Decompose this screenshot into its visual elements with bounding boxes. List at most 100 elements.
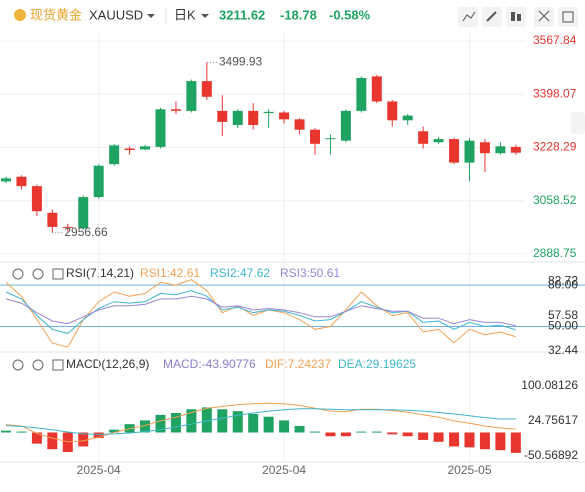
y-tick-label: 80.00 [548,277,578,291]
indicator-title: RSI(7,14,21) [66,266,134,280]
legend-entry: MACD:-43.90776 [163,357,256,371]
tool-button[interactable] [534,7,554,27]
macd-bar [495,432,506,451]
y-tick-label: 3058.52 [533,193,577,207]
x-tick-label: 2025-05 [447,463,491,477]
indicator-title: MACD(12,26,9) [66,357,149,371]
macd-bar [109,429,120,433]
tool-button[interactable] [506,7,526,27]
candle-body [263,111,274,114]
candle-body [140,146,151,150]
tool-icon [511,12,515,21]
tool-button[interactable] [558,7,578,27]
x-tick-label: 2025-04 [77,463,121,477]
eye-icon[interactable] [12,359,24,371]
macd-bar [464,432,475,448]
macd-bar [217,409,228,433]
change-percent: -0.58% [329,7,371,22]
legend-entry: RSI1:42.61 [140,266,200,280]
candle-body [340,110,351,141]
candle-body [31,186,42,212]
rsi-line [5,279,516,348]
candle-body [109,145,120,165]
candle-body [371,76,382,102]
dropdown-icon[interactable] [147,14,155,18]
tool-button[interactable] [458,7,478,27]
rsi-line [5,290,516,334]
tool-icon [562,11,574,23]
y-tick-label: 3398.07 [533,86,577,100]
y-tick-label: 3567.84 [533,33,577,47]
macd-bar [140,420,151,433]
candle-body [433,139,444,143]
candle-body [464,140,475,163]
macd-bar [449,432,460,447]
side-button[interactable] [571,112,585,134]
candle-body [418,131,429,144]
macd-bar [16,431,27,433]
settings-icon[interactable] [32,268,44,280]
macd-bar [356,431,367,433]
settings-icon[interactable] [32,359,44,371]
y-tick-label: 57.58 [548,308,578,322]
low-label: 2956.66 [64,225,108,239]
candle-body [217,110,228,122]
macd-bar [31,432,42,444]
candle-body [356,77,367,111]
candle-body [1,178,11,182]
close-icon[interactable] [52,268,64,280]
macd-bar [433,432,444,442]
macd-bar [232,411,243,433]
macd-line [5,402,516,443]
candle-body [294,119,305,130]
close-icon[interactable] [52,359,64,371]
candle-body [495,146,506,154]
eye-icon[interactable] [12,268,24,280]
macd-bar [402,432,413,437]
period[interactable]: 日K [174,7,196,22]
macd-bar [294,425,305,433]
candle-body [62,226,73,228]
candle-body [510,146,521,153]
macd-bar [248,413,259,433]
macd-bar [325,432,336,437]
legend-entry: RSI2:47.62 [210,266,270,280]
macd-bar [47,432,58,450]
y-tick-label: -50.56892 [524,448,578,462]
rsi-line [5,295,516,327]
y-tick-label: 3228.29 [533,140,577,154]
y-tick-label: 50.00 [548,319,578,333]
candle-body [186,81,197,111]
tool-icon [538,10,550,22]
legend-entry: DIF:7.24237 [265,357,331,371]
macd-bar [479,432,490,450]
macd-bar [340,432,351,437]
macd-bar [201,407,212,433]
tool-icon [462,11,476,22]
tool-icon [486,11,497,22]
candle-body [310,129,320,144]
candle-body [325,138,336,140]
candle-body [170,109,181,111]
candle-body [124,148,135,151]
macd-bar [310,431,320,433]
symbol[interactable]: XAUUSD [89,7,143,22]
tool-icon [517,14,521,21]
candle-body [155,109,166,147]
legend-entry: RSI3:50.61 [280,266,340,280]
x-tick-label: 2025-04 [262,463,306,477]
y-tick-label: 82.72 [548,274,578,288]
candle-body [232,110,243,125]
macd-bar [93,432,104,439]
macd-bar [1,430,11,433]
candle-body [93,165,104,198]
macd-line [5,408,516,435]
macd-bar [387,432,398,435]
instrument-name: 现货黄金 [30,7,82,22]
macd-bar [418,432,429,440]
y-tick-label: 32.44 [548,343,578,357]
candle-body [78,197,89,229]
macd-bar [371,431,382,433]
dropdown-icon[interactable] [201,14,209,18]
